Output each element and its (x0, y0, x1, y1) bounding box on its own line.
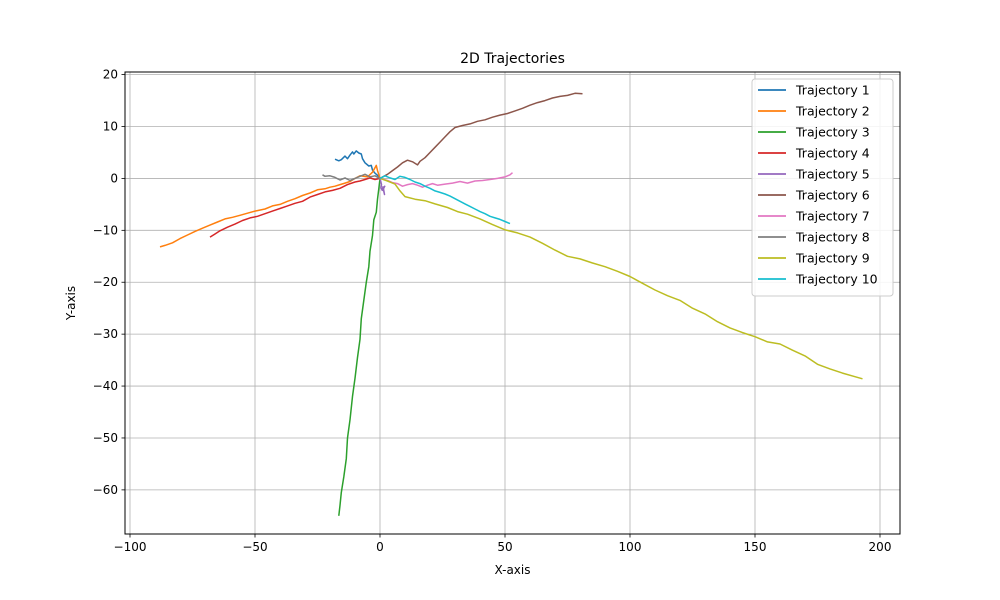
y-tick-label: −10 (93, 223, 118, 237)
series-line-trajectory-3 (338, 178, 381, 516)
x-axis-label: X-axis (495, 563, 531, 577)
legend-label: Trajectory 5 (795, 167, 870, 182)
series-line-trajectory-4 (209, 177, 381, 238)
x-tick-label: 150 (744, 540, 767, 554)
series-line-trajectory-5 (379, 178, 386, 196)
legend-label: Trajectory 9 (795, 251, 870, 266)
series-line-trajectory-9 (379, 177, 863, 380)
x-tick-label: 100 (619, 540, 642, 554)
y-tick-label: 0 (110, 171, 118, 185)
y-tick-label: 20 (103, 68, 118, 82)
y-tick-label: −50 (93, 431, 118, 445)
x-tick-label: 200 (869, 540, 892, 554)
x-tick-label: −50 (242, 540, 267, 554)
series-line-trajectory-1 (334, 150, 381, 179)
legend-box (751, 78, 894, 297)
plot-frame (124, 71, 901, 535)
legend: Trajectory 1 Trajectory 2 Trajectory 3 Traj… (751, 78, 894, 297)
y-tick-label: −20 (93, 275, 118, 289)
x-tick-label: 50 (497, 540, 512, 554)
series-line-trajectory-10 (379, 175, 511, 225)
axis-ticks: −100 −50 0 50 100 150 20020100−10−20−30−40−50−… (93, 68, 892, 554)
y-axis-label: Y-axis (64, 286, 78, 321)
x-tick-label: −100 (114, 540, 147, 554)
legend-label: Trajectory 1 (795, 83, 870, 98)
legend-label: Trajectory 8 (795, 230, 870, 245)
y-tick-label: −30 (93, 327, 118, 341)
x-tick-label: 0 (376, 540, 384, 554)
y-tick-label: −40 (93, 379, 118, 393)
legend-label: Trajectory 2 (795, 104, 870, 119)
legend-label: Trajectory 6 (795, 188, 870, 203)
legend-label: Trajectory 3 (795, 125, 870, 140)
y-tick-label: 10 (103, 120, 118, 134)
legend-label: Trajectory 4 (795, 146, 870, 161)
series-line-trajectory-7 (379, 172, 513, 188)
y-tick-label: −60 (93, 483, 118, 497)
series-lines (159, 92, 863, 516)
legend-label: Trajectory 7 (795, 209, 870, 224)
chart-title: 2D Trajectories (460, 51, 565, 67)
legend-label: Trajectory 10 (795, 272, 878, 287)
series-line-trajectory-6 (379, 92, 583, 180)
series-line-trajectory-8 (322, 173, 381, 182)
